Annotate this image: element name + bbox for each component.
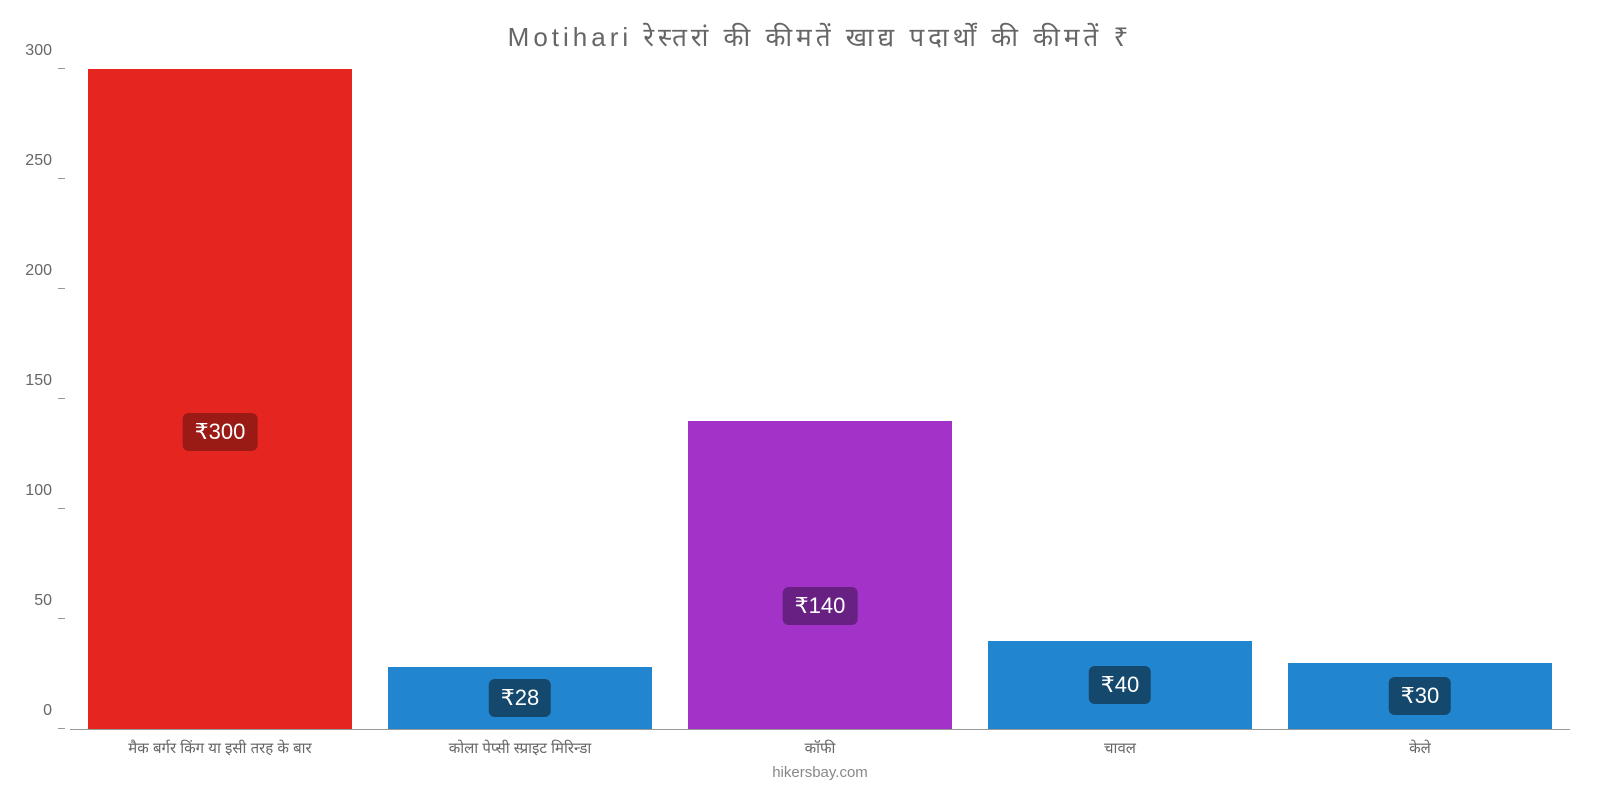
bar-value-label: ₹300 (183, 413, 258, 451)
bar: ₹300 (88, 69, 352, 729)
y-tick-label: 0 (43, 702, 52, 720)
x-axis-label: चावल (970, 738, 1270, 758)
y-tick-mark (58, 288, 65, 289)
bar-slot: ₹28 (370, 70, 670, 729)
source-label: hikersbay.com (70, 764, 1570, 781)
bar-slot: ₹40 (970, 70, 1270, 729)
x-axis-label: कोला पेप्सी स्प्राइट मिरिन्डा (370, 738, 670, 758)
bar: ₹140 (688, 421, 952, 729)
bar-value-label: ₹40 (1089, 666, 1151, 704)
bars-container: ₹300 ₹28 ₹140 ₹40 ₹30 (70, 70, 1570, 729)
x-axis-label: कॉफी (670, 738, 970, 758)
bar: ₹28 (388, 667, 652, 729)
y-tick-label: 100 (25, 482, 52, 500)
y-tick-label: 250 (25, 152, 52, 170)
bar-slot: ₹140 (670, 70, 970, 729)
y-tick-mark (58, 508, 65, 509)
y-tick-label: 200 (25, 262, 52, 280)
x-axis-label: मैक बर्गर किंग या इसी तरह के बार (70, 738, 370, 758)
bar-slot: ₹30 (1270, 70, 1570, 729)
plot-area: 050100150200250300 ₹300₹28₹140₹40₹30 (70, 70, 1570, 730)
y-tick-mark (58, 398, 65, 399)
y-tick-mark (58, 68, 65, 69)
bar-value-label: ₹140 (783, 587, 858, 625)
y-tick-label: 300 (25, 42, 52, 60)
bar: ₹30 (1288, 663, 1552, 729)
bar-value-label: ₹30 (1389, 677, 1451, 715)
y-tick-mark (58, 618, 65, 619)
x-axis-label: केले (1270, 738, 1570, 758)
bar-value-label: ₹28 (489, 679, 551, 717)
price-chart: Motihari रेस्तरां की कीमतें खाद्य पदार्थ… (0, 0, 1600, 800)
chart-title: Motihari रेस्तरां की कीमतें खाद्य पदार्थ… (70, 10, 1570, 70)
y-tick-label: 50 (34, 592, 52, 610)
y-tick-mark (58, 728, 65, 729)
bar-slot: ₹300 (70, 70, 370, 729)
y-tick-label: 150 (25, 372, 52, 390)
y-tick-mark (58, 178, 65, 179)
bar: ₹40 (988, 641, 1252, 729)
x-axis-labels: मैक बर्गर किंग या इसी तरह के बारकोला पेप… (70, 738, 1570, 758)
y-axis: 050100150200250300 (60, 70, 70, 729)
